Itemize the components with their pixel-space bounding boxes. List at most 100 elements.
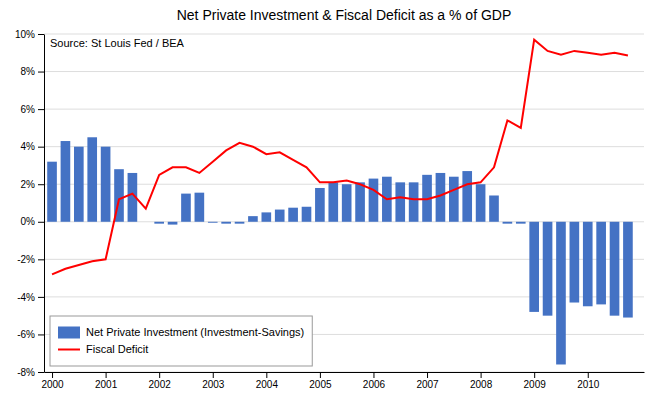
y-tick: 10%	[15, 29, 44, 40]
x-tick-label: 2005	[309, 379, 332, 390]
grid-line	[44, 296, 644, 297]
x-tick: 2001	[95, 372, 118, 390]
bar	[596, 222, 606, 305]
x-tick-label: 2001	[95, 379, 118, 390]
y-tick-mark	[38, 259, 44, 260]
y-tick-label: -6%	[17, 329, 35, 340]
x-tick: 2005	[309, 372, 332, 390]
y-tick-mark	[38, 147, 44, 148]
bar	[275, 210, 285, 222]
y-tick: -6%	[17, 329, 44, 340]
bar	[328, 182, 338, 221]
bar	[610, 222, 620, 316]
chart-svg: 2000200120022003200420052006200720082009…	[0, 0, 660, 400]
legend-label: Fiscal Deficit	[86, 343, 148, 355]
y-tick: 2%	[21, 179, 44, 190]
bar	[154, 222, 164, 224]
bar	[101, 147, 111, 222]
y-tick: -8%	[17, 367, 44, 378]
bar	[395, 182, 405, 221]
bar	[503, 222, 513, 224]
bar	[583, 222, 593, 307]
bar	[449, 177, 459, 222]
x-tick-mark	[481, 372, 482, 378]
grid	[44, 34, 644, 372]
bar	[489, 195, 499, 221]
bar	[623, 222, 633, 318]
x-tick-mark	[266, 372, 267, 378]
y-tick-label: 10%	[15, 29, 35, 40]
x-tick: 2006	[363, 372, 386, 390]
y-tick: 6%	[21, 104, 44, 115]
x-tick: 2009	[524, 372, 547, 390]
y-tick-label: 4%	[21, 141, 36, 152]
y-tick: 0%	[21, 216, 44, 227]
x-tick-mark	[427, 372, 428, 378]
x-tick-mark	[588, 372, 589, 378]
legend-label: Net Private Investment (Investment-Savin…	[86, 326, 304, 338]
x-tick-label: 2003	[202, 379, 225, 390]
x-tick-mark	[213, 372, 214, 378]
y-axis-line	[44, 35, 45, 373]
bar	[556, 222, 566, 365]
legend-swatch	[58, 327, 80, 339]
y-axis: -8% -6% -4% -2% 0% 2% 4% 6% 8% 10%	[15, 29, 45, 378]
y-tick: 4%	[21, 141, 44, 152]
bar	[543, 222, 553, 316]
x-tick-label: 2010	[577, 379, 600, 390]
x-axis: 2000200120022003200420052006200720082009…	[41, 372, 644, 390]
x-tick-mark	[373, 372, 374, 378]
bar	[342, 184, 352, 222]
x-tick: 2000	[41, 372, 64, 390]
x-tick-label: 2002	[149, 379, 172, 390]
grid-line	[44, 109, 644, 110]
bar	[369, 179, 379, 222]
y-tick-mark	[38, 297, 44, 298]
bar	[221, 222, 231, 224]
bar	[355, 182, 365, 221]
y-tick: -2%	[17, 254, 44, 265]
x-tick-mark	[159, 372, 160, 378]
legend-swatch	[58, 349, 80, 351]
bar	[74, 147, 84, 222]
legend-box	[50, 316, 312, 366]
chart-container: 2000200120022003200420052006200720082009…	[0, 0, 660, 400]
y-tick-label: 0%	[21, 216, 36, 227]
y-tick-mark	[38, 109, 44, 110]
x-axis-line	[45, 372, 645, 373]
title: Net Private Investment & Fiscal Deficit …	[177, 7, 512, 23]
y-tick-label: 8%	[21, 66, 36, 77]
bar-series	[47, 137, 633, 364]
x-tick-label: 2007	[416, 379, 439, 390]
bar	[141, 221, 151, 222]
x-tick: 2002	[149, 372, 172, 390]
x-tick: 2003	[202, 372, 225, 390]
y-tick-label: -8%	[17, 367, 35, 378]
x-tick-mark	[52, 372, 53, 378]
bar	[248, 216, 258, 222]
y-tick-label: -4%	[17, 292, 35, 303]
bar	[529, 222, 539, 312]
bar	[302, 207, 312, 222]
x-tick-mark	[320, 372, 321, 378]
legend: Net Private Investment (Investment-Savin…	[50, 316, 312, 366]
y-tick-mark	[38, 34, 44, 35]
y-tick-label: -2%	[17, 254, 35, 265]
y-tick: 8%	[21, 66, 44, 77]
bar	[315, 188, 325, 222]
bar	[262, 212, 272, 221]
bar	[462, 171, 472, 222]
bar	[208, 221, 218, 223]
annotation: Source: St Louis Fed / BEA	[50, 37, 185, 49]
y-tick-label: 6%	[21, 104, 36, 115]
y-tick-mark	[38, 372, 44, 373]
y-tick-mark	[38, 184, 44, 185]
bar	[235, 222, 245, 224]
x-tick-label: 2000	[41, 379, 64, 390]
x-tick-label: 2004	[256, 379, 279, 390]
bar	[61, 141, 71, 222]
y-tick-mark	[38, 334, 44, 335]
bar	[516, 222, 526, 224]
x-tick-mark	[106, 372, 107, 378]
grid-line	[44, 71, 644, 72]
